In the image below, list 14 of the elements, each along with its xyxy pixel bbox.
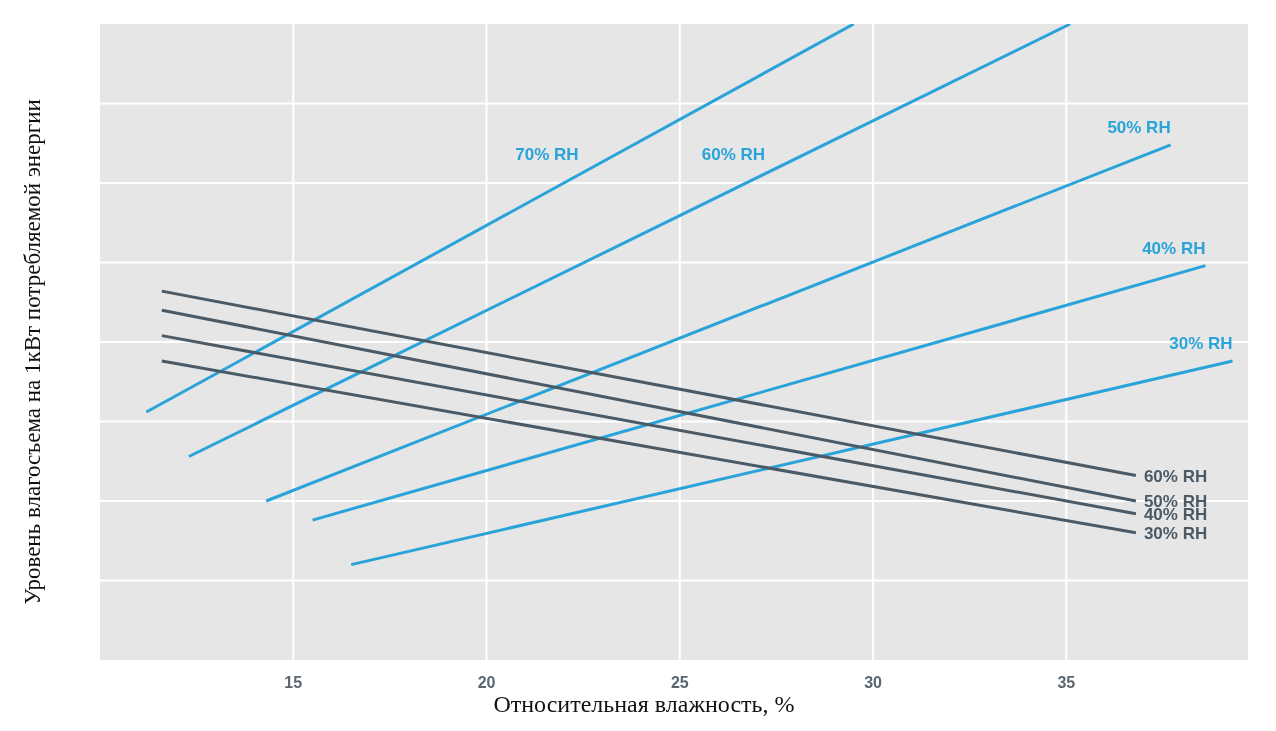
- series-label: 60% RH: [701, 144, 766, 164]
- series-label: 40% RH: [1142, 238, 1206, 258]
- x-tick-label: 30: [864, 674, 883, 691]
- x-tick-label: 35: [1057, 674, 1076, 691]
- x-axis-title: Относительная влажность, %: [493, 691, 795, 717]
- series-label: 30% RH: [1169, 334, 1233, 354]
- x-tick-label: 25: [670, 674, 689, 691]
- series-label: 70% RH: [515, 144, 579, 164]
- series-label: 50% RH: [1107, 117, 1171, 137]
- x-tick-label: 15: [284, 674, 303, 691]
- series-label: 30% RH: [1143, 523, 1208, 543]
- x-tick-label: 20: [477, 674, 496, 691]
- series-label: 60% RH: [1143, 466, 1208, 486]
- y-axis-title: Уровень влагосъема на 1кВт потребляемой энергии: [20, 99, 45, 605]
